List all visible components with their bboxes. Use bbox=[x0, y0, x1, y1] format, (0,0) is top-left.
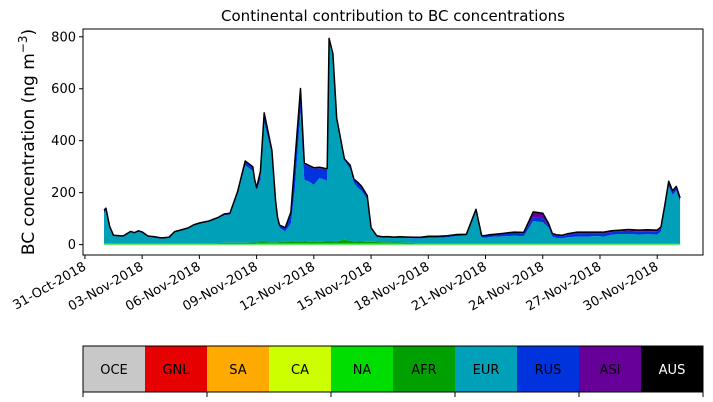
legend-swatch-eur bbox=[455, 346, 518, 392]
legend-label-na: NA bbox=[353, 363, 372, 378]
area-series-rus bbox=[104, 38, 681, 239]
legend-label-asi: ASI bbox=[600, 363, 621, 378]
legend-label-rus: RUS bbox=[535, 363, 562, 378]
chart-title: Continental contribution to BC concentra… bbox=[221, 7, 565, 25]
legend-label-eur: EUR bbox=[473, 363, 500, 378]
plot-area: 020040060080031-Oct-201803-Nov-201806-No… bbox=[11, 28, 704, 314]
y-axis-label-main: BC concentration (ng m bbox=[19, 53, 39, 255]
y-axis-label-superscript: −3 bbox=[16, 35, 30, 53]
y-tick-label: 600 bbox=[51, 82, 76, 97]
total-outline-line bbox=[103, 37, 681, 239]
y-tick-label: 200 bbox=[51, 186, 76, 201]
legend-swatch-sa bbox=[207, 346, 270, 392]
legend-swatch-afr bbox=[393, 346, 456, 392]
legend-label-gnl: GNL bbox=[162, 363, 190, 378]
area-series-eur bbox=[104, 40, 681, 244]
area-series-asi bbox=[104, 38, 681, 239]
legend-swatch-aus bbox=[641, 346, 704, 392]
legend-swatch-na bbox=[331, 346, 394, 392]
legend-swatch-gnl bbox=[145, 346, 208, 392]
y-tick-label: 800 bbox=[51, 30, 76, 45]
y-tick-label: 400 bbox=[51, 134, 76, 149]
area-series-na bbox=[104, 243, 681, 245]
area-series-aus bbox=[104, 38, 681, 238]
legend-label-oce: OCE bbox=[100, 363, 128, 378]
plot-frame bbox=[82, 28, 704, 256]
legend-swatch-oce bbox=[83, 346, 146, 392]
legend-swatch-rus bbox=[517, 346, 580, 392]
legend-colorbar: OCE GNL SA CA NA AFR EUR RUS ASI AUS bbox=[82, 345, 704, 397]
legend-label-sa: SA bbox=[229, 363, 246, 378]
legend-label-afr: AFR bbox=[411, 363, 436, 378]
y-axis-label-close: ) bbox=[19, 29, 39, 36]
legend-label-aus: AUS bbox=[659, 363, 686, 378]
y-axis-label: BC concentration (ng m−3) bbox=[16, 29, 39, 255]
legend-swatch-asi bbox=[579, 346, 642, 392]
legend-swatch-ca bbox=[269, 346, 332, 392]
y-tick-label: 0 bbox=[68, 238, 76, 253]
legend-frame bbox=[82, 345, 704, 393]
legend-label-ca: CA bbox=[291, 363, 309, 378]
area-series-afr bbox=[104, 239, 681, 244]
